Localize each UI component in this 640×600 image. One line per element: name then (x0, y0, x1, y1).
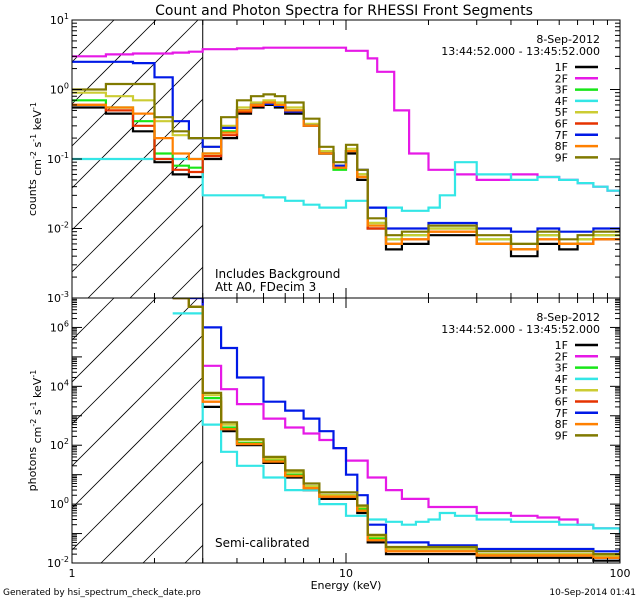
annotation-text: Att A0, FDecim 3 (215, 280, 316, 294)
series-group (172, 298, 620, 562)
legend-label-4f: 4F (555, 373, 568, 386)
series-line-6f (172, 298, 620, 559)
annotation-text: Semi-calibrated (215, 536, 310, 550)
y-tick-label: 10-2 (47, 221, 69, 236)
footer-generator-label: Generated by hsi_spectrum_check_date.pro (3, 588, 201, 598)
hatch-lines (72, 298, 203, 563)
hatch-line (185, 545, 203, 563)
plot-frame (71, 297, 621, 564)
x-tick-label: 1 (69, 567, 76, 580)
legend-label-9f: 9F (555, 151, 568, 164)
legend-label-5f: 5F (555, 106, 568, 119)
x-axis-label: Energy (keV) (311, 579, 382, 592)
y-tick-label: 101 (50, 12, 69, 27)
hatch-line (130, 225, 203, 298)
hatch-line (72, 298, 114, 340)
hatch-line (72, 298, 156, 382)
y-tick-label: 104 (50, 378, 69, 393)
series-group (72, 46, 620, 258)
hatch-line (172, 267, 203, 298)
legend-label-8f: 8F (555, 140, 568, 153)
legend-label-4f: 4F (555, 95, 568, 108)
hatch-line (72, 335, 203, 466)
legend-label-3f: 3F (555, 362, 568, 375)
hatch-line (72, 419, 203, 550)
hatch-line (101, 461, 203, 563)
legend-label-7f: 7F (555, 407, 568, 420)
hatch-line (72, 298, 198, 424)
y-axis-label: counts cm-2 s-1 keV-1 (26, 102, 44, 216)
legend-label-6f: 6F (555, 396, 568, 409)
legend-label-2f: 2F (555, 72, 568, 85)
x-tick-label: 100 (610, 567, 631, 580)
series-line-7f (172, 298, 620, 553)
y-tick-label: 10-2 (47, 555, 69, 570)
time-range-label: 13:44:52.000 - 13:45:52.000 (441, 45, 600, 58)
date-label: 8-Sep-2012 (536, 33, 600, 46)
series-line-8f (172, 298, 620, 559)
hatch-line (88, 183, 203, 298)
y-tick-label: 10-3 (47, 290, 69, 305)
hatch-line (72, 20, 114, 62)
y-tick-label: 106 (50, 319, 69, 334)
series-line-4f (72, 157, 620, 212)
hatch-line (143, 503, 203, 563)
time-range-label: 13:44:52.000 - 13:45:52.000 (441, 323, 600, 336)
legend-label-1f: 1F (555, 61, 568, 74)
legend-label-1f: 1F (555, 339, 568, 352)
legend-label-2f: 2F (555, 350, 568, 363)
hatch-line (72, 141, 203, 272)
series-line-2f (172, 298, 620, 534)
y-tick-label: 100 (50, 82, 69, 97)
series-line-9f (72, 82, 620, 245)
footer-date-label: 10-Sep-2014 01:41 (549, 588, 636, 598)
y-tick-label: 102 (50, 437, 69, 452)
hatched-region (72, 298, 203, 563)
series-line-9f (172, 298, 620, 556)
annotation-text: Includes Background (215, 267, 340, 281)
photon-spectrum-panel: 1 10 100 Energy (keV) 10-2 100 102 104 106 photon… (26, 297, 631, 592)
hatch-line (72, 377, 203, 508)
legend-label-7f: 7F (555, 129, 568, 142)
legend-label-5f: 5F (555, 384, 568, 397)
x-tick-label: 10 (339, 567, 353, 580)
count-spectrum-panel: 10-3 10-2 10-1 100 101 counts cm-2 s-1 keV-1 8… (26, 12, 621, 305)
date-label: 8-Sep-2012 (536, 311, 600, 324)
legend-label-9f: 9F (555, 429, 568, 442)
hatch-line (72, 57, 203, 188)
legend-label-6f: 6F (555, 118, 568, 131)
legend-label-8f: 8F (555, 418, 568, 431)
y-tick-label: 10-1 (47, 151, 69, 166)
chart-title: Count and Photon Spectra for RHESSI Fron… (155, 3, 533, 19)
y-axis-label: photons cm-2 s-1 keV-1 (26, 370, 44, 492)
series-line-4f (172, 312, 620, 534)
legend-label-3f: 3F (555, 84, 568, 97)
y-tick-label: 100 (50, 496, 69, 511)
